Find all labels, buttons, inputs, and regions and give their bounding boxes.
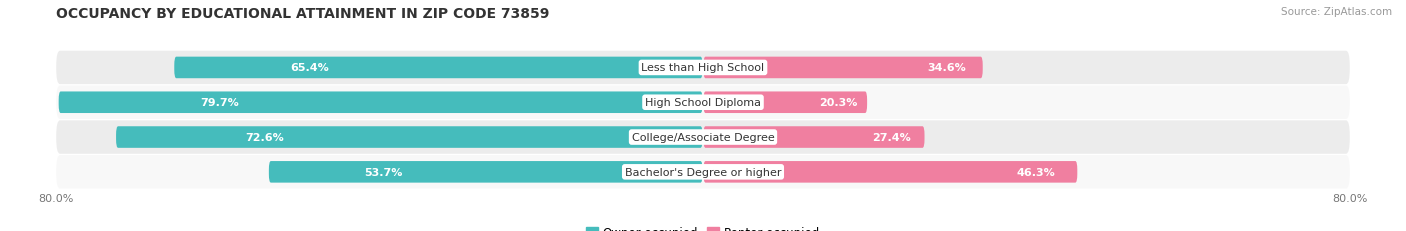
FancyBboxPatch shape bbox=[56, 121, 1350, 154]
Text: 20.3%: 20.3% bbox=[818, 98, 858, 108]
FancyBboxPatch shape bbox=[59, 92, 703, 113]
FancyBboxPatch shape bbox=[269, 161, 703, 183]
Text: 65.4%: 65.4% bbox=[291, 63, 329, 73]
Text: 79.7%: 79.7% bbox=[200, 98, 239, 108]
FancyBboxPatch shape bbox=[174, 57, 703, 79]
FancyBboxPatch shape bbox=[703, 127, 925, 148]
Text: College/Associate Degree: College/Associate Degree bbox=[631, 132, 775, 143]
Text: OCCUPANCY BY EDUCATIONAL ATTAINMENT IN ZIP CODE 73859: OCCUPANCY BY EDUCATIONAL ATTAINMENT IN Z… bbox=[56, 7, 550, 21]
Text: 27.4%: 27.4% bbox=[873, 132, 911, 143]
Text: 53.7%: 53.7% bbox=[364, 167, 402, 177]
Text: 46.3%: 46.3% bbox=[1017, 167, 1054, 177]
Text: Bachelor's Degree or higher: Bachelor's Degree or higher bbox=[624, 167, 782, 177]
Text: Less than High School: Less than High School bbox=[641, 63, 765, 73]
FancyBboxPatch shape bbox=[703, 161, 1077, 183]
FancyBboxPatch shape bbox=[56, 155, 1350, 189]
Text: 72.6%: 72.6% bbox=[245, 132, 284, 143]
Legend: Owner-occupied, Renter-occupied: Owner-occupied, Renter-occupied bbox=[586, 226, 820, 231]
Text: High School Diploma: High School Diploma bbox=[645, 98, 761, 108]
FancyBboxPatch shape bbox=[703, 57, 983, 79]
Text: Source: ZipAtlas.com: Source: ZipAtlas.com bbox=[1281, 7, 1392, 17]
Text: 34.6%: 34.6% bbox=[927, 63, 966, 73]
FancyBboxPatch shape bbox=[56, 86, 1350, 119]
FancyBboxPatch shape bbox=[56, 52, 1350, 85]
FancyBboxPatch shape bbox=[117, 127, 703, 148]
FancyBboxPatch shape bbox=[703, 92, 868, 113]
